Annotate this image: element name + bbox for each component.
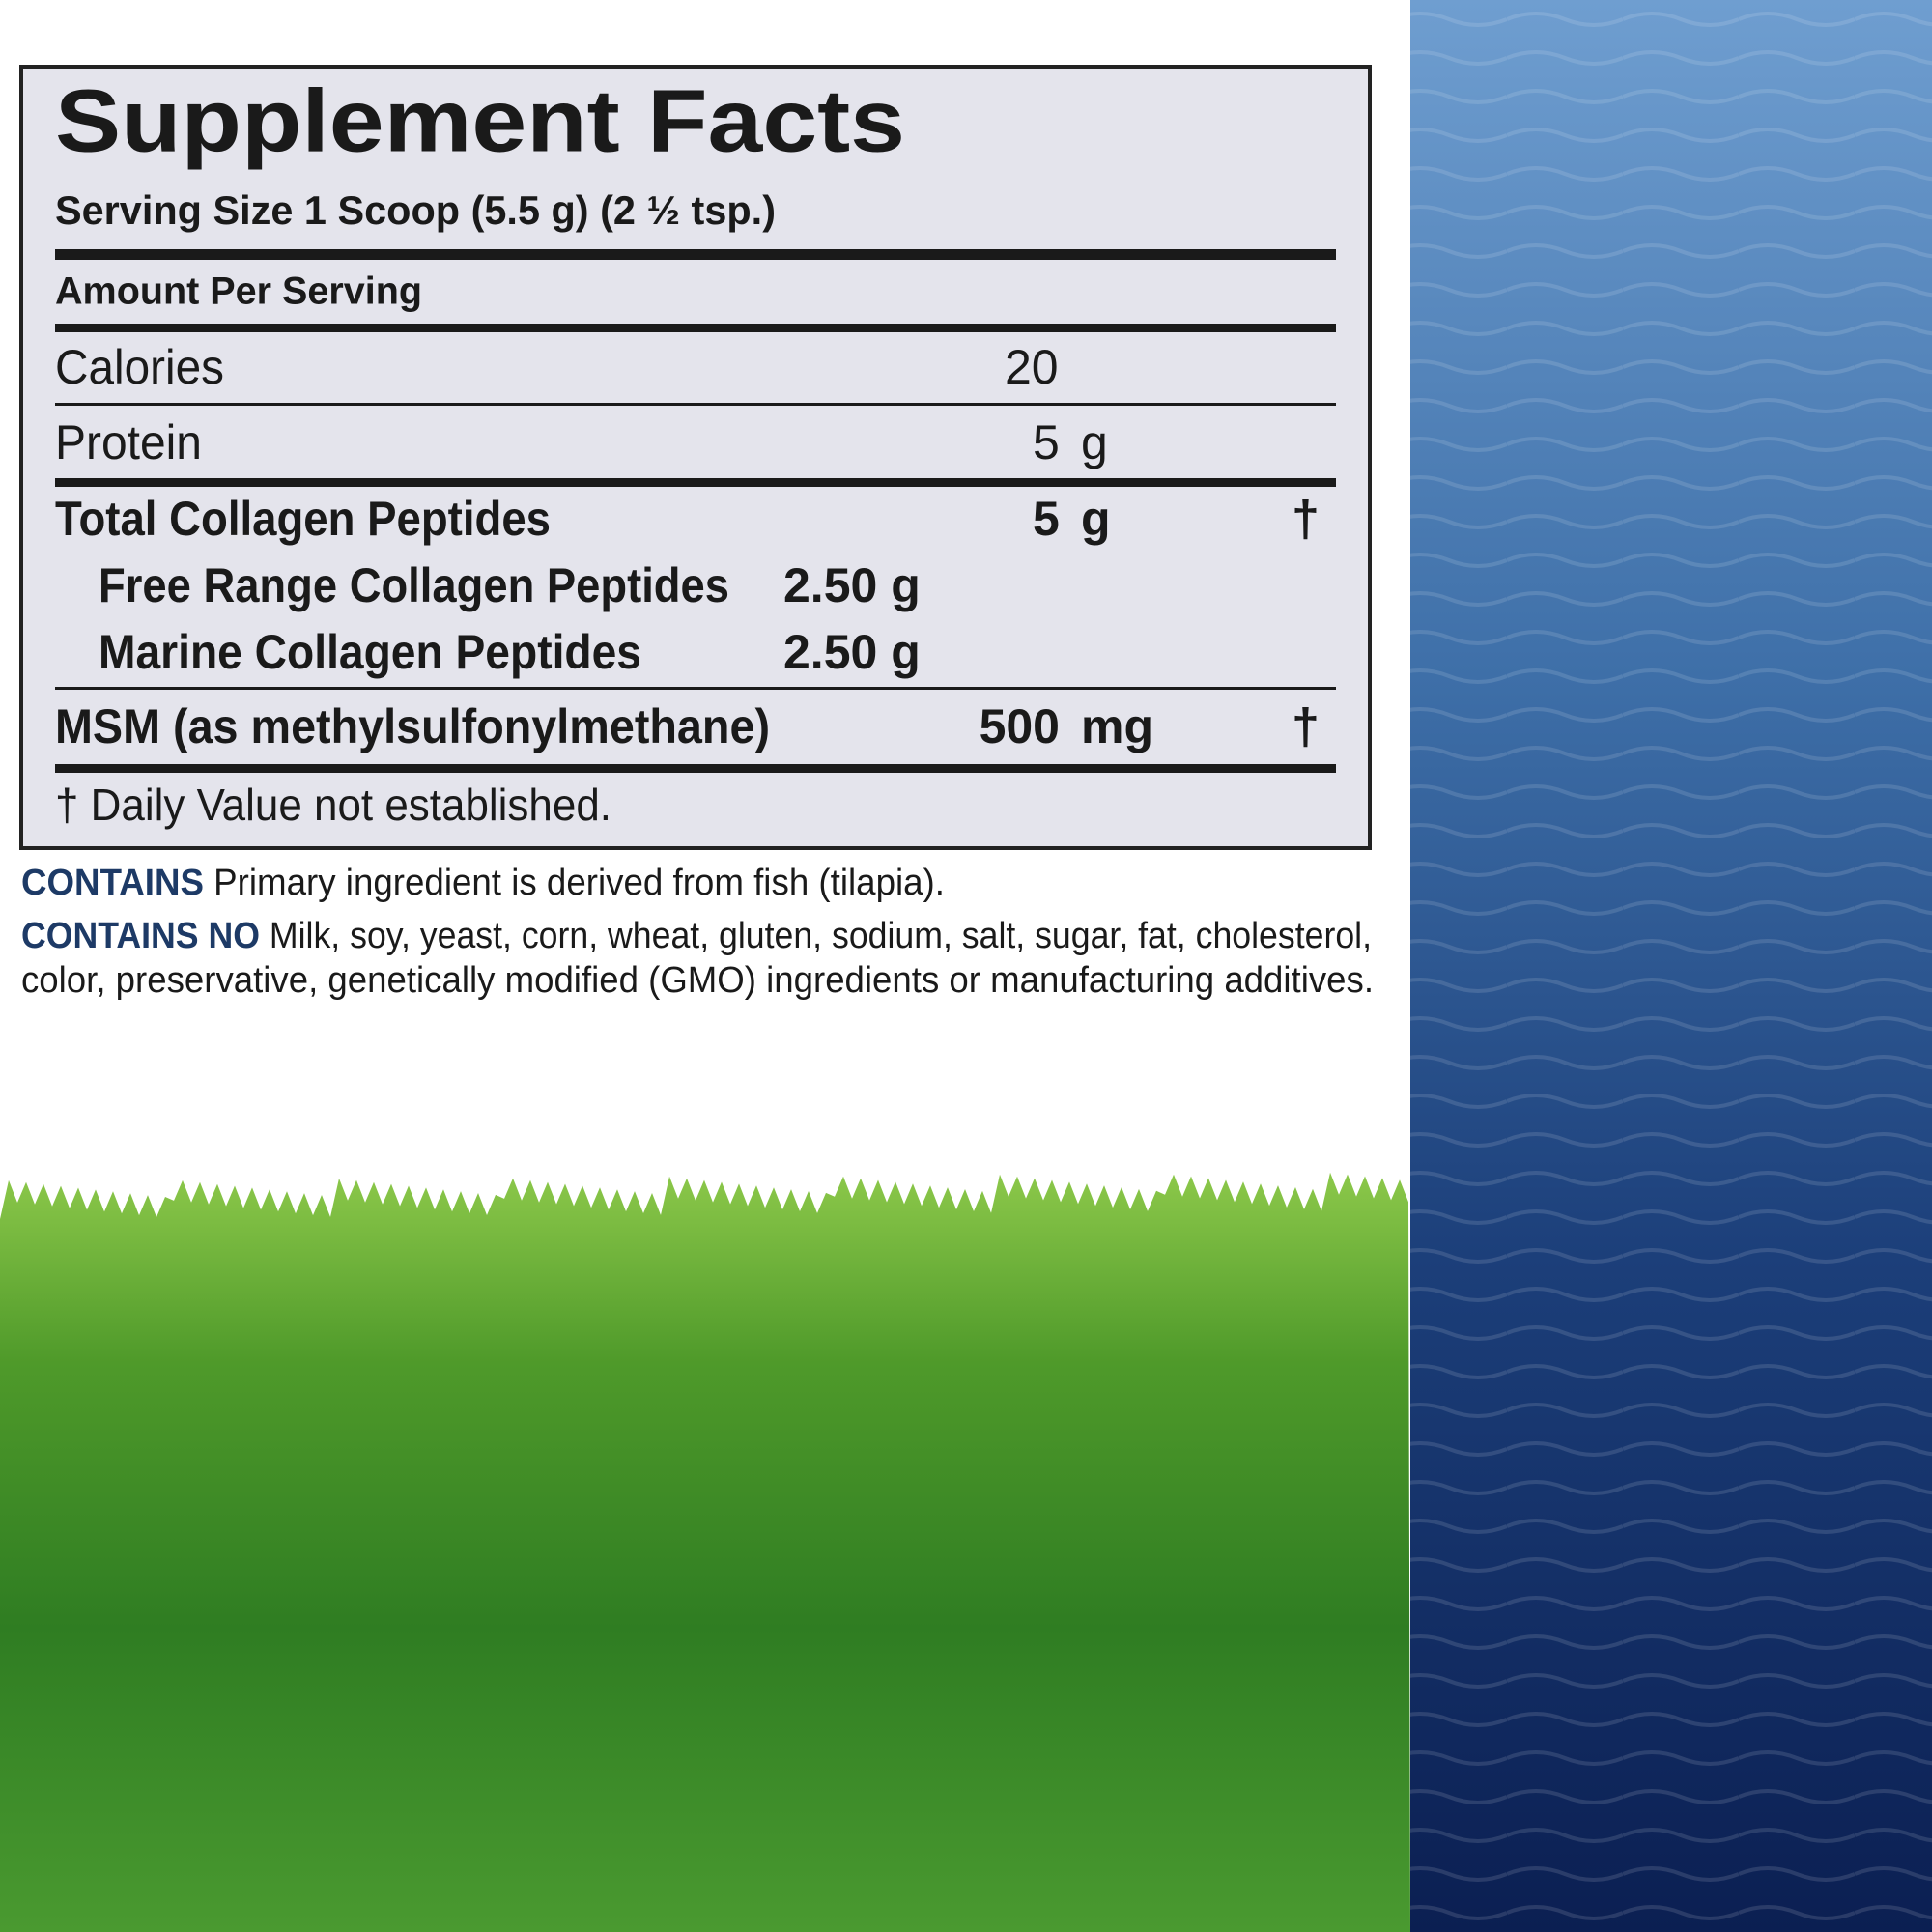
footnote: † Daily Value not established. [55, 780, 611, 830]
contains-text: Primary ingredient is derived from fish … [213, 863, 945, 903]
row-unit: mg [1081, 699, 1153, 753]
contains-no-label: CONTAINS NO [21, 916, 260, 956]
thick-rule [55, 764, 1336, 773]
thick-rule [55, 249, 1336, 260]
dv-mark: † [1292, 699, 1320, 755]
thick-rule [55, 324, 1336, 332]
row-amount: 500 [980, 699, 1060, 753]
amount-header: Amount Per Serving [55, 270, 422, 313]
thick-rule [55, 478, 1336, 487]
row-amount: 5 [1033, 415, 1060, 469]
thin-rule [55, 687, 1336, 690]
row-name: Marine Collagen Peptides [99, 625, 641, 679]
facts-box [19, 65, 1372, 850]
row-name: Calories [55, 340, 224, 394]
grass-image [0, 1172, 1410, 1932]
row-name: Protein [55, 415, 202, 469]
facts-title: Supplement Facts [55, 71, 905, 170]
row-name: MSM (as methylsulfonylmethane) [55, 699, 770, 753]
thin-rule [55, 403, 1336, 406]
row-name: Free Range Collagen Peptides [99, 558, 729, 612]
row-name: Total Collagen Peptides [55, 492, 551, 546]
contains-line: CONTAINS Primary ingredient is derived f… [21, 863, 945, 903]
row-amount: 2.50 g [783, 625, 921, 679]
row-amount: 20 [1005, 340, 1059, 394]
row-amount: 2.50 g [783, 558, 921, 612]
water-ripples [1410, 0, 1932, 1932]
row-amount: 5 [1033, 492, 1060, 546]
row-unit: g [1081, 415, 1108, 469]
serving-size: Serving Size 1 Scoop (5.5 g) (2 ½ tsp.) [55, 187, 776, 233]
dv-mark: † [1292, 492, 1320, 548]
contains-no-line: CONTAINS NO Milk, soy, yeast, corn, whea… [21, 916, 1372, 956]
row-unit: g [1081, 492, 1111, 546]
contains-no-text: Milk, soy, yeast, corn, wheat, gluten, s… [270, 916, 1372, 956]
contains-no-line: color, preservative, genetically modifie… [21, 960, 1374, 1001]
contains-label: CONTAINS [21, 863, 204, 903]
